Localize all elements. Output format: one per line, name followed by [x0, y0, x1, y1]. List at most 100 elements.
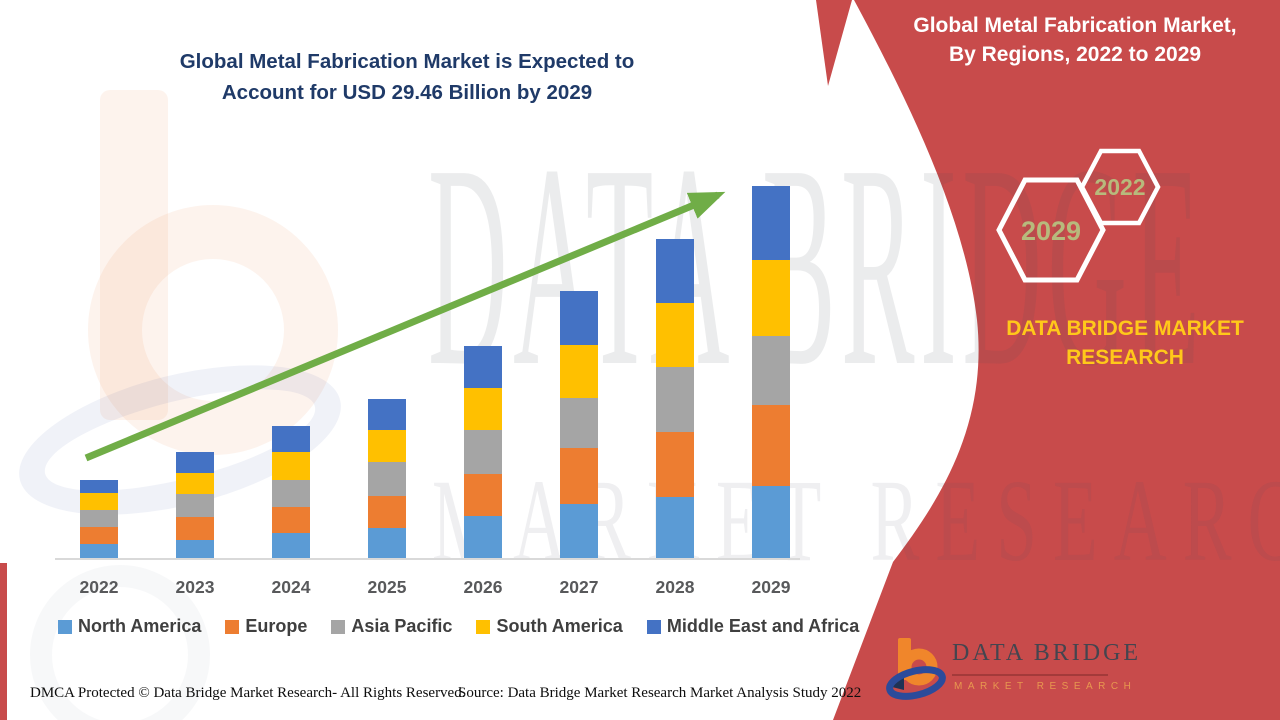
stacked-bar-2023	[176, 451, 214, 559]
bar-segment-2028-north-america	[656, 497, 694, 559]
bar-segment-2029-asia-pacific	[752, 335, 790, 405]
stacked-bar-2028	[656, 239, 694, 559]
legend-label: South America	[496, 616, 623, 636]
bar-segment-2024-asia-pacific	[272, 479, 310, 507]
bar-segment-2026-middle-east-and-africa	[464, 345, 502, 389]
hexagon-2029-label: 2029	[1020, 216, 1082, 246]
bar-segment-2025-north-america	[368, 528, 406, 559]
footer-source: Source: Data Bridge Market Research Mark…	[458, 685, 862, 701]
bar-segment-2023-north-america	[176, 540, 214, 559]
bar-segment-2025-south-america	[368, 430, 406, 463]
bar-segment-2028-asia-pacific	[656, 366, 694, 432]
logo-name: DATA BRIDGE	[952, 640, 1142, 666]
x-axis-label-2025: 2025	[367, 577, 407, 597]
bar-segment-2027-north-america	[560, 504, 598, 559]
bar-segment-2029-south-america	[752, 260, 790, 336]
bar-segment-2025-middle-east-and-africa	[368, 398, 406, 431]
hexagon-2029	[996, 177, 1106, 283]
bar-segment-2028-europe	[656, 431, 694, 498]
x-axis-label-2026: 2026	[463, 577, 503, 597]
logo-tagline: MARKET RESEARCH	[954, 681, 1137, 692]
bar-segment-2024-south-america	[272, 451, 310, 480]
chart-title: Global Metal Fabrication Market is Expec…	[97, 46, 717, 108]
bar-segment-2023-middle-east-and-africa	[176, 451, 214, 474]
bar-segment-2023-europe	[176, 516, 214, 540]
bar-segment-2023-asia-pacific	[176, 494, 214, 517]
stacked-bar-2026	[464, 345, 502, 559]
panel-title-line1: Global Metal Fabrication Market,	[913, 14, 1237, 37]
legend-label: Middle East and Africa	[666, 616, 860, 636]
brand-text: DATA BRIDGE MARKET RESEARCH	[940, 314, 1280, 372]
x-axis-label-2027: 2027	[559, 577, 599, 597]
bar-segment-2027-asia-pacific	[560, 398, 598, 449]
legend-swatch-icon	[646, 619, 661, 634]
bar-segment-2029-europe	[752, 404, 790, 486]
x-axis-label-2028: 2028	[655, 577, 695, 597]
chart-legend: North America Europe Asia Pacific South Ame…	[58, 616, 859, 637]
x-axis-label-2022: 2022	[79, 577, 119, 597]
red-main-shape	[833, 0, 1280, 720]
databridge-logo: DATA BRIDGE MARKET RESEARCH	[886, 634, 1186, 706]
bar-segment-2029-north-america	[752, 485, 790, 559]
red-top-wedge	[816, 0, 852, 86]
databridge-logo-icon	[886, 638, 946, 700]
footer-dmca: DMCA Protected © Data Bridge Market Rese…	[30, 685, 466, 701]
bar-segment-2026-asia-pacific	[464, 430, 502, 475]
chart-title-line2: Account for USD 29.46 Billion by 2029	[221, 81, 593, 104]
stacked-bar-2022	[80, 480, 118, 559]
bar-segment-2026-europe	[464, 474, 502, 517]
bar-segment-2022-europe	[80, 526, 118, 545]
bar-segment-2026-north-america	[464, 516, 502, 559]
bar-segment-2024-middle-east-and-africa	[272, 425, 310, 452]
legend-item-asia-pacific: Asia Pacific	[331, 616, 452, 637]
logo-underline	[952, 674, 1108, 676]
bar-segment-2025-asia-pacific	[368, 462, 406, 497]
stacked-bar-2024	[272, 425, 310, 559]
bar-segment-2024-europe	[272, 506, 310, 534]
stacked-bar-2025	[368, 398, 406, 559]
bar-segment-2022-asia-pacific	[80, 510, 118, 527]
legend-swatch-icon	[58, 619, 72, 634]
x-axis-label-2029: 2029	[751, 577, 791, 597]
legend-swatch-icon	[476, 619, 491, 634]
panel-title: Global Metal Fabrication Market, By Regi…	[880, 11, 1270, 69]
legend-label: Asia Pacific	[351, 616, 453, 636]
bar-segment-2023-south-america	[176, 473, 214, 495]
brand-text-line2: RESEARCH	[1066, 346, 1184, 369]
bar-segment-2028-middle-east-and-africa	[656, 239, 694, 303]
panel-title-line2: By Regions, 2022 to 2029	[948, 43, 1202, 66]
stacked-bar-2027	[560, 291, 598, 559]
brand-text-line1: DATA BRIDGE MARKET	[1006, 317, 1244, 340]
hexagon-2022-label: 2022	[1094, 174, 1146, 200]
legend-item-middle-east-and-africa: Middle East and Africa	[646, 616, 860, 637]
legend-swatch-icon	[331, 619, 346, 634]
bar-segment-2022-north-america	[80, 544, 118, 559]
bar-segment-2028-south-america	[656, 302, 694, 367]
x-axis-label-2024: 2024	[271, 577, 311, 597]
bar-segment-2027-europe	[560, 448, 598, 505]
x-axis-line	[55, 558, 800, 560]
bar-segment-2027-south-america	[560, 345, 598, 399]
bar-segment-2022-south-america	[80, 492, 118, 511]
bar-segment-2022-middle-east-and-africa	[80, 480, 118, 493]
x-axis-label-2023: 2023	[175, 577, 215, 597]
legend-item-north-america: North America	[58, 616, 201, 637]
bar-segment-2024-north-america	[272, 533, 310, 559]
red-left-strip	[0, 563, 7, 720]
bar-segment-2025-europe	[368, 496, 406, 529]
legend-swatch-icon	[225, 619, 240, 634]
legend-item-south-america: South America	[476, 616, 623, 637]
legend-label: Europe	[245, 616, 308, 636]
bar-segment-2027-middle-east-and-africa	[560, 291, 598, 346]
legend-item-europe: Europe	[225, 616, 307, 637]
legend-label: North America	[78, 616, 202, 636]
stacked-bar-2029	[752, 186, 790, 559]
trend-arrow-line	[84, 191, 726, 462]
chart-title-line1: Global Metal Fabrication Market is Expec…	[179, 50, 635, 73]
bar-segment-2029-middle-east-and-africa	[752, 186, 790, 261]
bar-segment-2026-south-america	[464, 388, 502, 431]
